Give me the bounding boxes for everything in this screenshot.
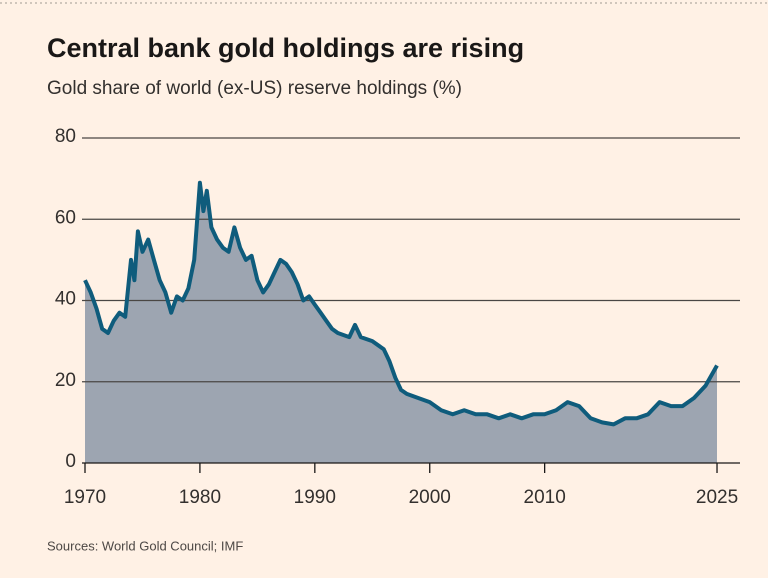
- area: [85, 182, 717, 463]
- y-tick-label: 20: [55, 370, 76, 391]
- x-tick-label: 1980: [179, 487, 221, 508]
- line: [83, 180, 719, 427]
- y-tick-label: 80: [55, 126, 76, 147]
- y-tick-label: 40: [55, 289, 76, 310]
- x-tick-label: 2010: [524, 487, 566, 508]
- x-tick-label: 2000: [409, 487, 451, 508]
- x-tick-label: 2025: [696, 487, 738, 508]
- x-tick-label: 1970: [64, 487, 106, 508]
- chart-title: Central bank gold holdings are rising: [47, 33, 524, 63]
- chart-subtitle: Gold share of world (ex-US) reserve hold…: [47, 78, 462, 99]
- source: Sources: World Gold Council; IMF: [47, 538, 243, 553]
- x-tick-label: 1990: [294, 487, 336, 508]
- y-tick-label: 60: [55, 207, 76, 228]
- y-tick-label: 0: [65, 451, 76, 472]
